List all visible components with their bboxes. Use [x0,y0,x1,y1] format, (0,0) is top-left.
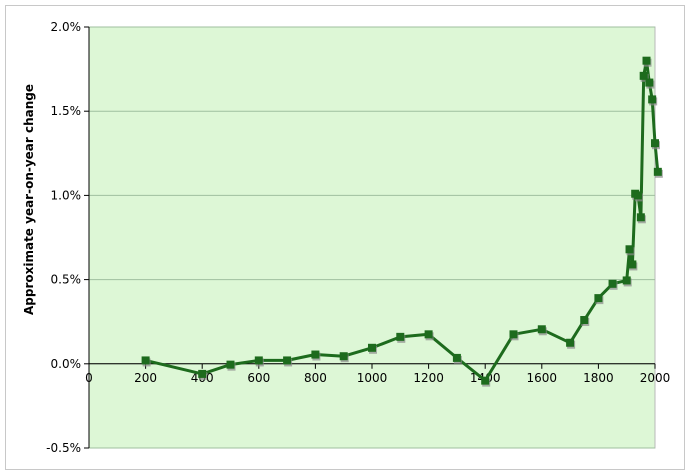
x-tick-label: 1800 [583,371,614,385]
x-tick-label: 1000 [357,371,388,385]
x-tick-label: 1600 [527,371,558,385]
x-tick-label: 2000 [640,371,671,385]
data-point [634,191,643,200]
data-point [141,356,150,365]
data-point [481,376,490,385]
y-tick-label: 1.0% [51,188,82,202]
data-point [639,71,648,80]
data-point [424,330,433,339]
data-point [566,338,575,347]
data-point [368,343,376,352]
y-tick-label: -0.5% [46,441,81,455]
x-tick-label: 600 [247,371,270,385]
data-point [625,245,634,254]
data-point [622,276,631,285]
data-point [396,332,405,341]
data-point [311,350,320,359]
data-point [509,330,518,339]
data-point [254,356,263,365]
data-point [580,316,589,325]
data-point [628,260,637,269]
data-point [198,369,207,378]
data-point [226,360,235,369]
x-tick-label: 200 [134,371,157,385]
y-tick-label: 2.0% [51,20,82,34]
x-tick-label: 1200 [413,371,444,385]
series-layer [141,56,663,387]
y-axis-title: Approximate year-on-year change [22,84,36,315]
data-point [648,95,657,104]
y-tick-label: 0.5% [51,273,82,287]
data-point [642,56,651,65]
data-point [283,356,292,365]
tick-labels: 0200400600800100012001400160018002000-0.… [46,20,670,455]
y-tick-label: 0.0% [51,357,82,371]
x-tick-label: 0 [85,371,93,385]
y-tick-label: 1.5% [51,104,82,118]
data-point [339,352,348,361]
data-point [537,325,546,334]
data-point [594,294,603,303]
data-point [452,353,461,362]
data-point [645,78,654,87]
plot-area [88,26,656,449]
data-point [608,279,617,288]
data-point [636,213,645,222]
x-tick-label: 800 [304,371,327,385]
data-point [651,139,659,148]
data-point [653,167,662,176]
